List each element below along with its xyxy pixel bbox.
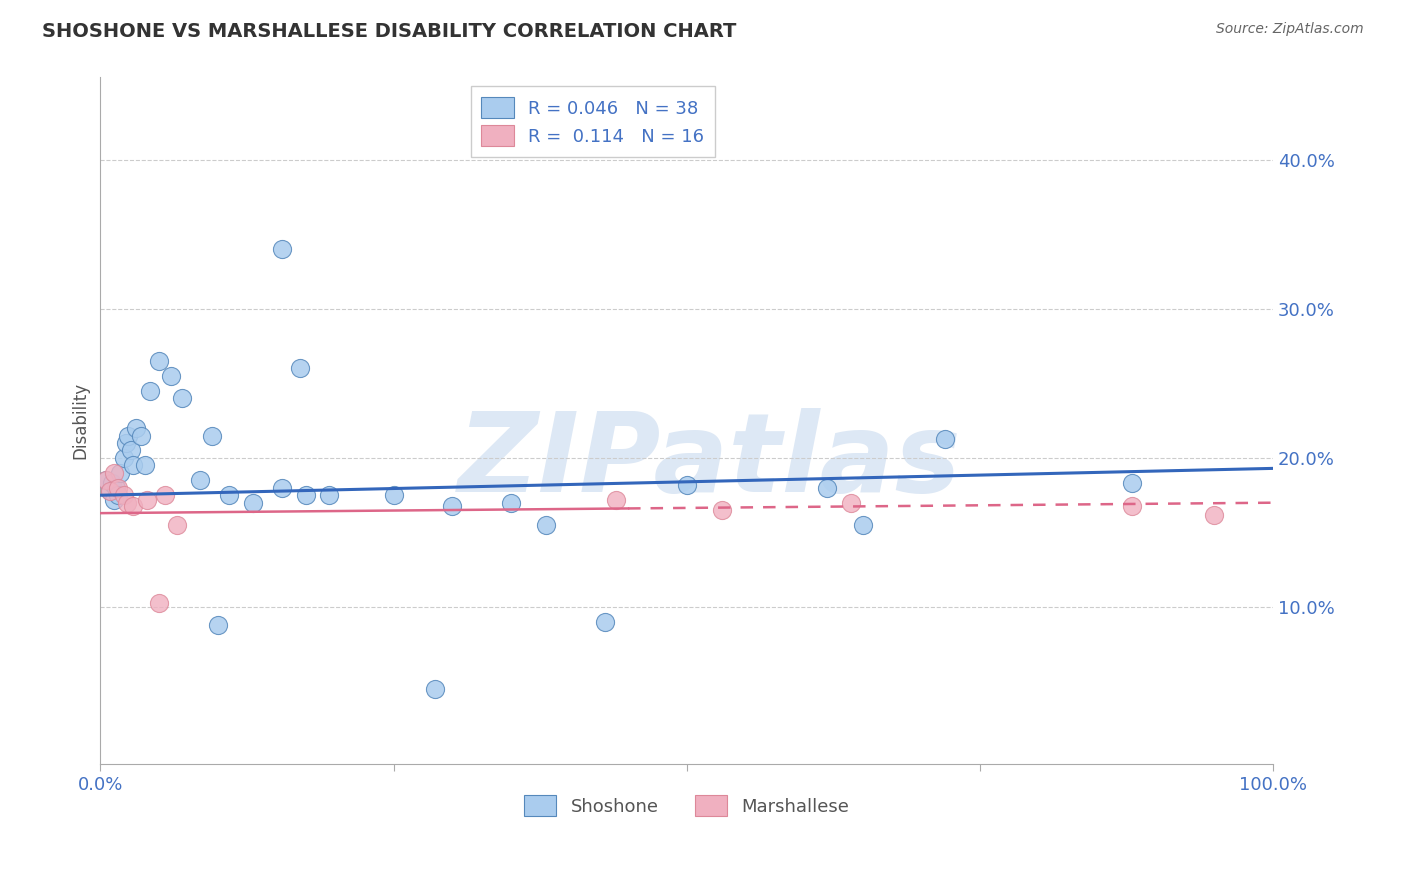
Point (294, 488, 316, 502)
Point (605, 492, 627, 507)
Point (101, 476, 124, 491)
Point (207, 618, 229, 632)
Point (271, 481, 294, 495)
Point (107, 488, 129, 502)
Point (188, 473, 211, 487)
Point (271, 242, 294, 256)
Point (148, 596, 170, 610)
Point (115, 436, 138, 450)
Point (201, 428, 224, 442)
Point (124, 421, 146, 435)
Point (134, 458, 156, 473)
Point (218, 488, 240, 502)
Point (815, 481, 838, 495)
Point (1121, 499, 1143, 513)
Point (122, 499, 145, 513)
Point (288, 361, 311, 376)
Point (318, 488, 340, 502)
Point (710, 503, 733, 517)
Point (534, 518, 557, 533)
Point (110, 466, 132, 480)
Text: ZIPatlas: ZIPatlas (458, 409, 962, 516)
Point (242, 496, 264, 510)
Point (117, 496, 139, 510)
Point (112, 450, 135, 465)
Point (112, 488, 135, 502)
Y-axis label: Disability: Disability (72, 382, 89, 459)
Point (499, 496, 522, 510)
Point (103, 466, 125, 480)
Point (934, 432, 956, 446)
Text: Source: ZipAtlas.com: Source: ZipAtlas.com (1216, 22, 1364, 37)
Point (153, 488, 176, 502)
Legend: Shoshone, Marshallese: Shoshone, Marshallese (516, 789, 856, 823)
Point (675, 477, 697, 491)
Point (1121, 476, 1143, 491)
Point (96, 473, 118, 487)
Point (159, 368, 181, 383)
Point (131, 428, 153, 442)
Point (441, 499, 464, 513)
Text: SHOSHONE VS MARSHALLESE DISABILITY CORRELATION CHART: SHOSHONE VS MARSHALLESE DISABILITY CORRE… (42, 22, 737, 41)
Point (103, 492, 125, 507)
Point (96, 473, 118, 487)
Point (98, 483, 121, 498)
Point (120, 443, 142, 458)
Point (104, 481, 127, 495)
Point (136, 492, 159, 507)
Point (98, 483, 121, 498)
Point (122, 458, 145, 473)
Point (166, 518, 188, 533)
Point (138, 384, 160, 398)
Point (382, 488, 405, 502)
Point (839, 496, 862, 510)
Point (172, 391, 194, 405)
Point (1204, 508, 1226, 522)
Point (852, 518, 875, 533)
Point (148, 354, 170, 368)
Point (107, 481, 129, 495)
Point (423, 682, 446, 697)
Point (593, 615, 616, 629)
Point (117, 428, 139, 442)
